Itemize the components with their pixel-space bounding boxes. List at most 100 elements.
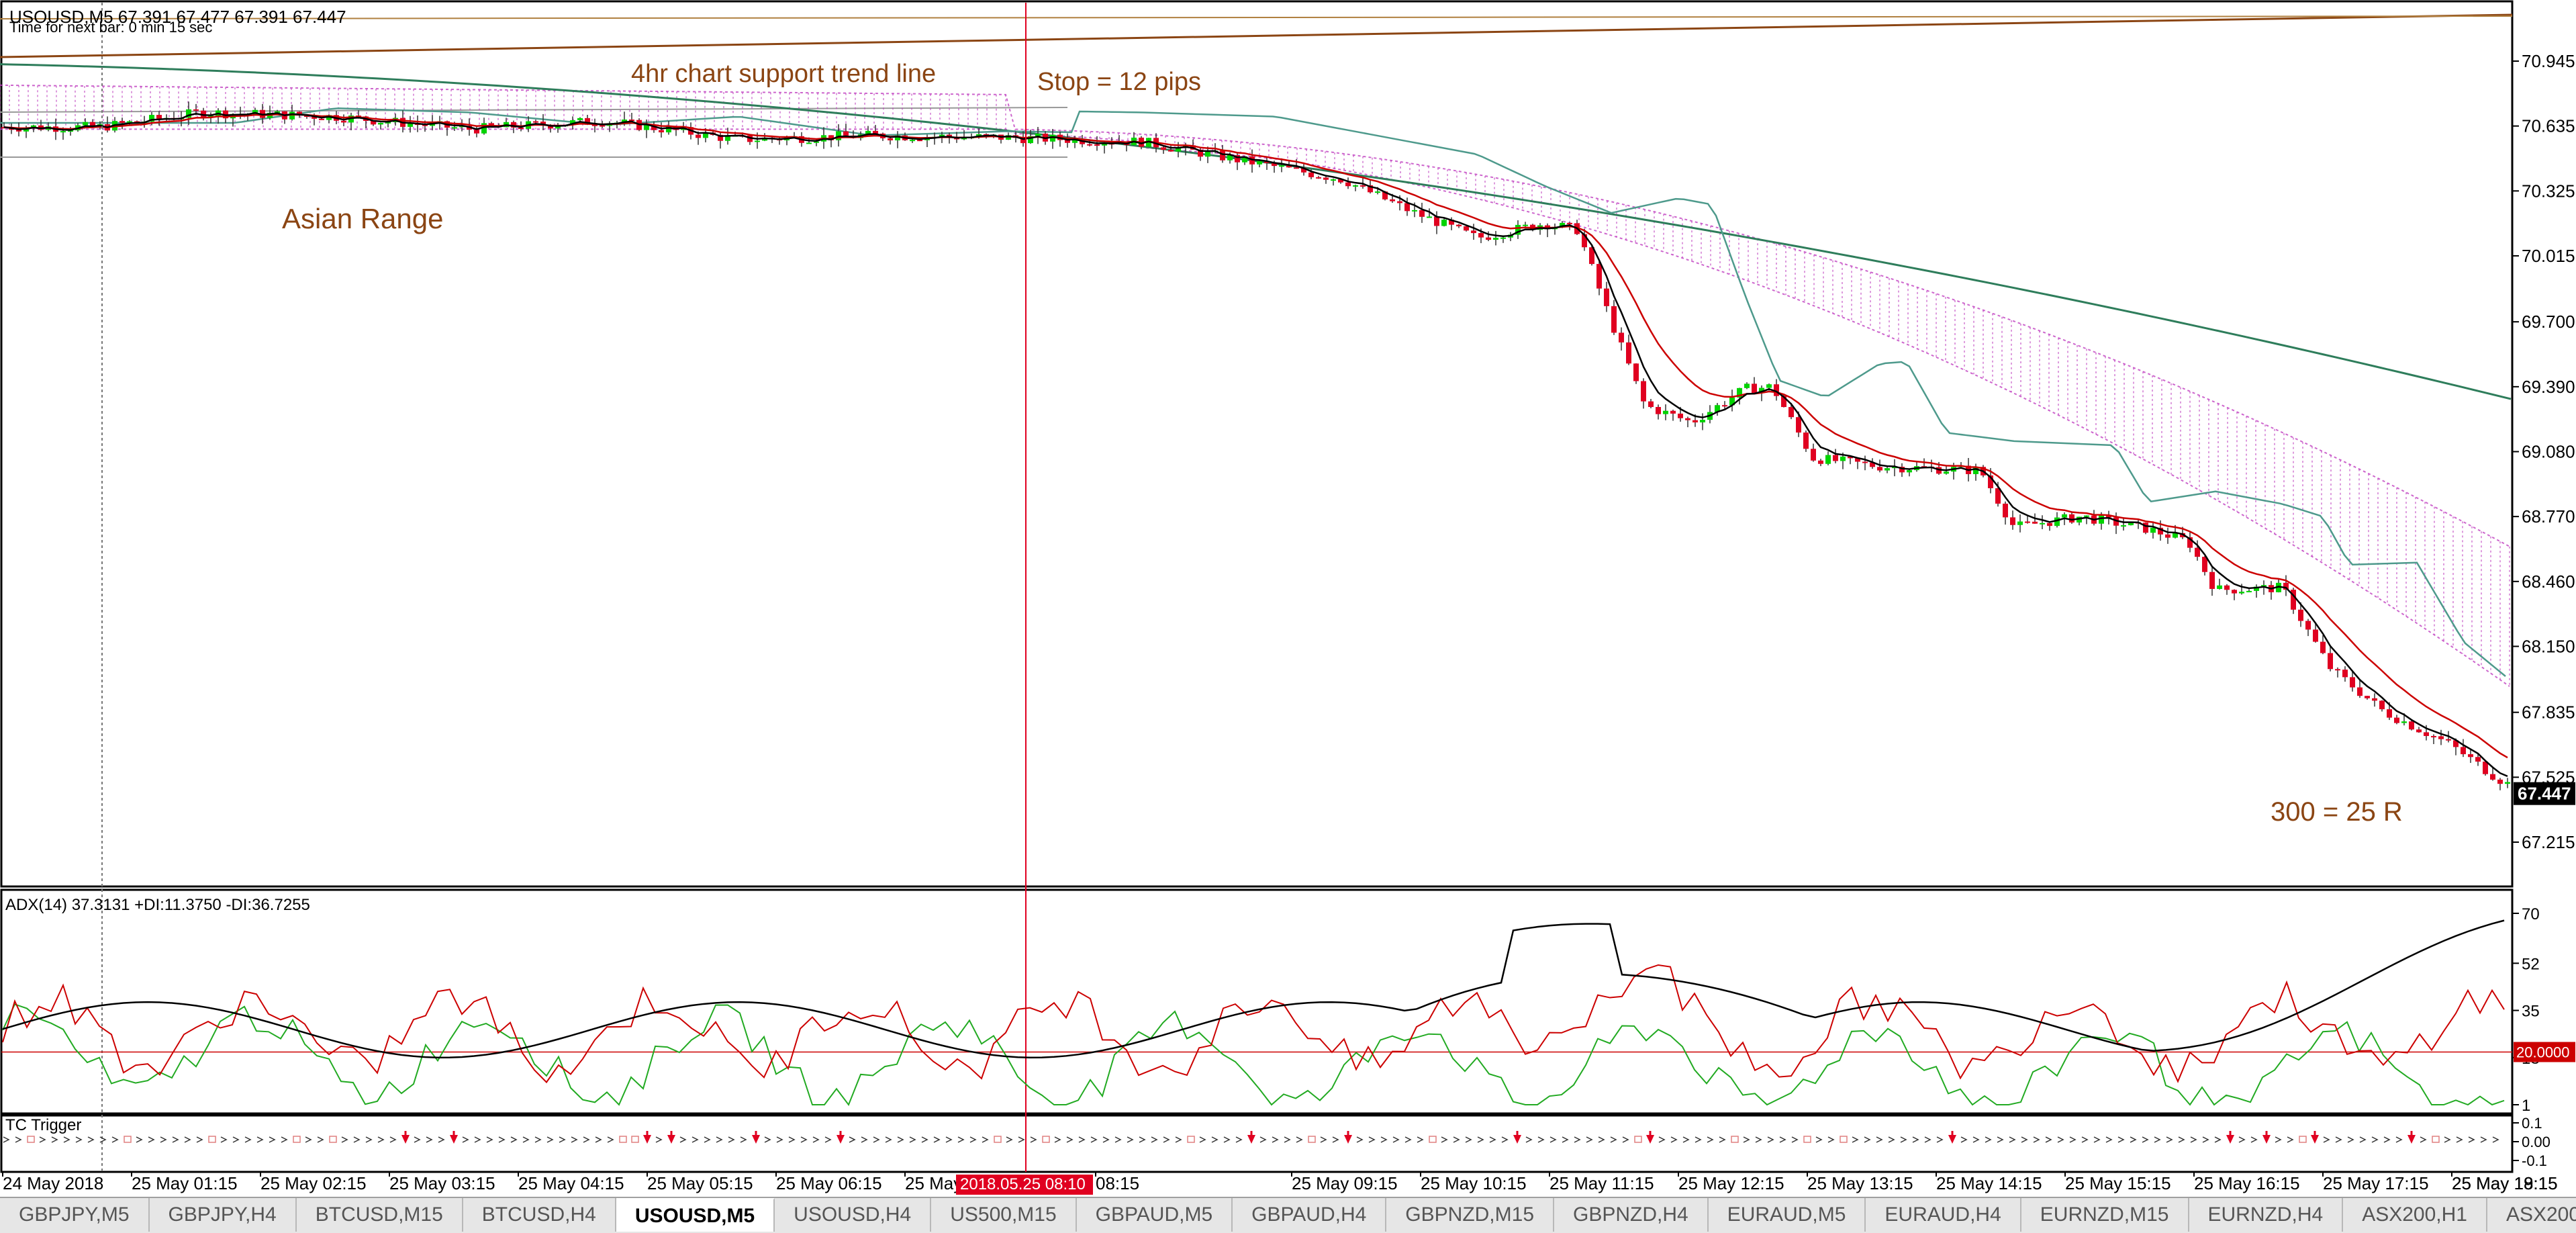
bear-candle[interactable] bbox=[2187, 537, 2193, 548]
chart-tab[interactable]: ASX200,H1 bbox=[2487, 1198, 2576, 1232]
tc-trigger-panel[interactable] bbox=[0, 1114, 2514, 1173]
bear-candle[interactable] bbox=[1995, 488, 2001, 504]
chart-tab[interactable]: GBPAUD,M5 bbox=[1077, 1198, 1233, 1232]
bear-candle[interactable] bbox=[16, 130, 21, 132]
bear-candle[interactable] bbox=[2468, 754, 2473, 758]
bear-candle[interactable] bbox=[2010, 517, 2015, 525]
bull-candle[interactable] bbox=[2084, 515, 2089, 517]
bull-candle[interactable] bbox=[1227, 155, 1233, 161]
chart-tab[interactable]: GBPNZD,M15 bbox=[1386, 1198, 1555, 1232]
bear-candle[interactable] bbox=[1094, 144, 1100, 146]
bear-candle[interactable] bbox=[2143, 522, 2148, 533]
bull-candle[interactable] bbox=[2062, 514, 2067, 518]
bear-candle[interactable] bbox=[2003, 503, 2008, 518]
bull-candle[interactable] bbox=[1840, 456, 1846, 461]
bear-candle[interactable] bbox=[193, 109, 199, 111]
bear-candle[interactable] bbox=[1870, 462, 1875, 467]
bull-candle[interactable] bbox=[1493, 238, 1498, 240]
bull-candle[interactable] bbox=[725, 135, 730, 141]
bull-candle[interactable] bbox=[1944, 471, 1949, 474]
bull-candle[interactable] bbox=[1353, 185, 1358, 187]
bear-candle[interactable] bbox=[1877, 467, 1882, 471]
bear-candle[interactable] bbox=[1272, 163, 1277, 167]
bear-candle[interactable] bbox=[1316, 177, 1321, 179]
bear-candle[interactable] bbox=[2387, 709, 2392, 718]
bear-candle[interactable] bbox=[1264, 161, 1270, 163]
bear-candle[interactable] bbox=[1161, 147, 1166, 150]
bull-candle[interactable] bbox=[577, 118, 583, 121]
bull-candle[interactable] bbox=[1560, 222, 1565, 227]
bear-candle[interactable] bbox=[947, 134, 952, 138]
bear-candle[interactable] bbox=[134, 121, 140, 123]
bear-candle[interactable] bbox=[1722, 405, 1727, 407]
bull-candle[interactable] bbox=[1744, 383, 1750, 388]
bear-candle[interactable] bbox=[1752, 383, 1757, 394]
bull-candle[interactable] bbox=[865, 130, 871, 135]
bull-candle[interactable] bbox=[1885, 468, 1890, 471]
bear-candle[interactable] bbox=[518, 128, 524, 130]
bull-candle[interactable] bbox=[2128, 522, 2134, 526]
bear-candle[interactable] bbox=[548, 125, 553, 129]
bull-candle[interactable] bbox=[1700, 420, 1705, 422]
bear-candle[interactable] bbox=[1390, 199, 1395, 201]
bear-candle[interactable] bbox=[2446, 739, 2451, 741]
bull-candle[interactable] bbox=[385, 122, 391, 124]
chart-tab[interactable]: US500,M15 bbox=[931, 1198, 1077, 1232]
bull-candle[interactable] bbox=[1973, 467, 1978, 475]
bull-candle[interactable] bbox=[1257, 161, 1262, 165]
bull-candle[interactable] bbox=[1375, 191, 1380, 193]
slow-moving-average[interactable] bbox=[0, 63, 2512, 400]
bull-candle[interactable] bbox=[2217, 585, 2222, 589]
bear-candle[interactable] bbox=[1648, 401, 1654, 408]
bear-candle[interactable] bbox=[1633, 363, 1639, 381]
bear-candle[interactable] bbox=[1567, 222, 1572, 224]
bear-candle[interactable] bbox=[1419, 210, 1425, 217]
bear-candle[interactable] bbox=[2025, 521, 2030, 523]
bull-candle[interactable] bbox=[1715, 405, 1720, 412]
bear-candle[interactable] bbox=[297, 111, 302, 116]
bull-candle[interactable] bbox=[1907, 470, 1912, 473]
bull-candle[interactable] bbox=[408, 124, 413, 127]
bull-candle[interactable] bbox=[703, 132, 708, 138]
bull-candle[interactable] bbox=[186, 109, 191, 118]
chart-tab[interactable]: GBPAUD,H4 bbox=[1233, 1198, 1387, 1232]
bear-candle[interactable] bbox=[1678, 413, 1683, 418]
bear-candle[interactable] bbox=[2195, 547, 2200, 557]
bull-candle[interactable] bbox=[555, 126, 561, 129]
bull-candle[interactable] bbox=[2246, 590, 2252, 592]
bear-candle[interactable] bbox=[304, 116, 309, 118]
bull-candle[interactable] bbox=[1028, 136, 1033, 144]
bull-candle[interactable] bbox=[68, 130, 73, 132]
bear-candle[interactable] bbox=[312, 116, 317, 119]
bull-candle[interactable] bbox=[1766, 384, 1772, 388]
adx-panel[interactable] bbox=[0, 888, 2514, 1115]
chart-tab[interactable]: EURNZD,M15 bbox=[2021, 1198, 2189, 1232]
bear-candle[interactable] bbox=[201, 110, 206, 118]
bull-candle[interactable] bbox=[481, 123, 487, 134]
bear-candle[interactable] bbox=[2335, 669, 2340, 671]
bear-candle[interactable] bbox=[1486, 237, 1491, 240]
bear-candle[interactable] bbox=[1670, 410, 1676, 414]
bear-candle[interactable] bbox=[2379, 700, 2385, 710]
chart-canvas[interactable]: 70.945 70.635 70.325 70.015 69.700 69.390 69.0… bbox=[0, 0, 2576, 1197]
bull-candle[interactable] bbox=[666, 126, 671, 133]
bull-candle[interactable] bbox=[895, 135, 900, 141]
bear-candle[interactable] bbox=[1803, 432, 1809, 449]
bull-candle[interactable] bbox=[1663, 410, 1668, 414]
bull-candle[interactable] bbox=[939, 134, 945, 137]
bear-candle[interactable] bbox=[2490, 774, 2495, 780]
bull-candle[interactable] bbox=[1176, 148, 1181, 152]
bear-candle[interactable] bbox=[2475, 757, 2481, 762]
bear-candle[interactable] bbox=[319, 118, 324, 120]
chart-tab[interactable]: GBPJPY,M5 bbox=[0, 1198, 150, 1232]
bull-candle[interactable] bbox=[2054, 517, 2060, 527]
chart-tab[interactable]: USOUSD,M5 bbox=[616, 1198, 775, 1232]
bear-candle[interactable] bbox=[2106, 515, 2111, 518]
chart-tab[interactable]: EURNZD,H4 bbox=[2189, 1198, 2344, 1232]
bear-candle[interactable] bbox=[585, 118, 590, 125]
bull-candle[interactable] bbox=[378, 122, 383, 125]
bear-candle[interactable] bbox=[2365, 696, 2370, 698]
bear-candle[interactable] bbox=[1198, 149, 1203, 157]
bull-candle[interactable] bbox=[2040, 522, 2045, 524]
chart-tab[interactable]: BTCUSD,H4 bbox=[463, 1198, 616, 1232]
